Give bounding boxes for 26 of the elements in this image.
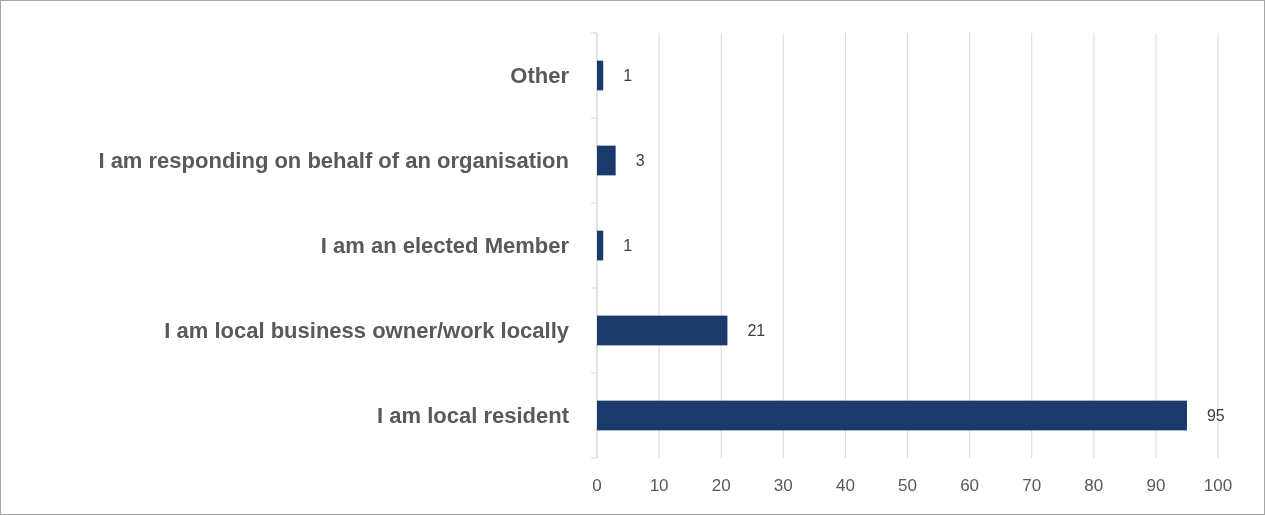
- bar: [597, 60, 604, 91]
- bar: [597, 230, 604, 261]
- y-tick-label: I am local business owner/work locally: [164, 318, 570, 344]
- data-label: 21: [747, 322, 766, 340]
- data-label: 95: [1206, 407, 1225, 425]
- x-tick-label: 80: [1084, 476, 1104, 495]
- y-tick-label: I am an elected Member: [320, 233, 570, 259]
- x-tick-label: 10: [649, 476, 669, 495]
- data-label: 1: [623, 67, 633, 85]
- x-tick-label: 90: [1146, 476, 1166, 495]
- bar: [597, 315, 728, 346]
- y-tick-label: I am responding on behalf of an organisation: [98, 148, 569, 174]
- x-tick-label: 50: [898, 476, 917, 495]
- x-tick-label: 20: [711, 476, 731, 495]
- x-tick-label: 30: [773, 476, 793, 495]
- bar: [597, 145, 616, 176]
- data-label: 1: [623, 237, 633, 255]
- bar: [597, 400, 1187, 431]
- data-label: 3: [635, 152, 645, 170]
- y-tick-label: Other: [510, 63, 570, 89]
- x-tick-label: 70: [1022, 476, 1042, 495]
- x-tick-label: 40: [835, 476, 855, 495]
- x-tick-label: 60: [960, 476, 980, 495]
- x-tick-label: 0: [592, 476, 602, 495]
- x-tick-label: 100: [1203, 476, 1233, 495]
- y-tick-label: I am local resident: [377, 403, 570, 429]
